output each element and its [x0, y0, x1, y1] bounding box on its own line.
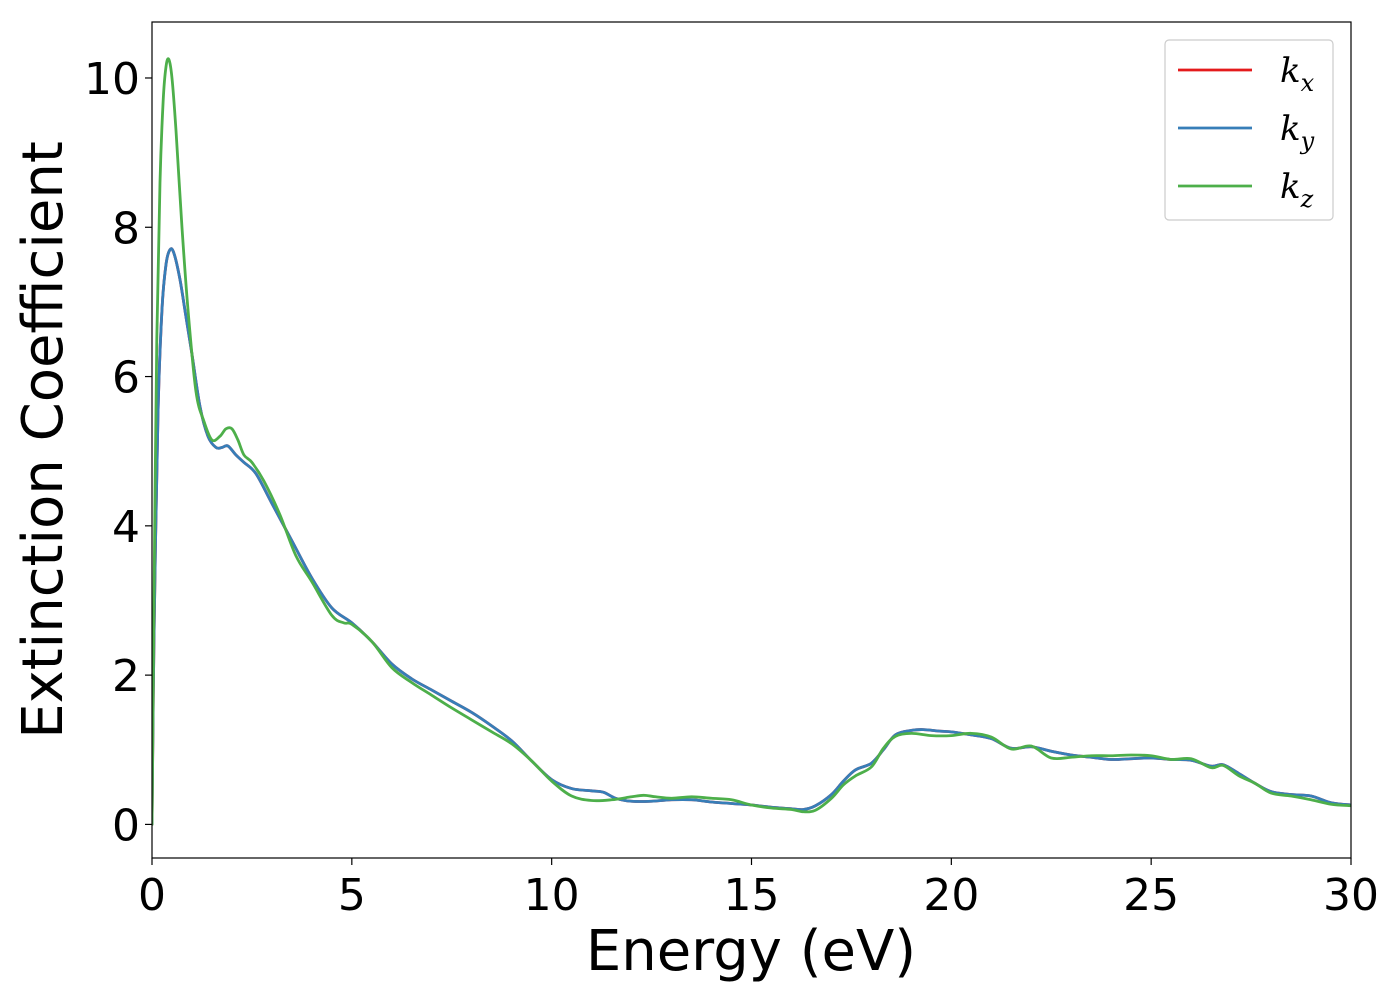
series-line-k-z — [152, 57, 1351, 826]
x-tick-label: 15 — [724, 870, 780, 921]
y-tick-label: 10 — [84, 54, 140, 105]
legend-label: ky — [1280, 109, 1315, 155]
y-tick-label: 0 — [112, 800, 140, 851]
plot-background — [152, 22, 1351, 858]
legend-label: kz — [1280, 167, 1314, 213]
x-axis: 0 5 10 15 20 25 30 — [138, 858, 1379, 921]
y-tick-label: 2 — [112, 651, 140, 702]
y-axis-label: Extinction Coefficient — [11, 141, 76, 739]
series-layer — [152, 57, 1351, 826]
x-tick-label: 5 — [338, 870, 366, 921]
x-axis-label: Energy (eV) — [586, 919, 916, 984]
legend-label-subscript: x — [1301, 69, 1315, 97]
legend-label-subscript: y — [1300, 127, 1315, 155]
y-axis: 0 2 4 6 8 10 — [84, 54, 152, 851]
legend-label-subscript: z — [1300, 185, 1314, 213]
legend-label-base: k — [1280, 167, 1301, 207]
y-tick-label: 6 — [112, 353, 140, 404]
x-tick-label: 10 — [524, 870, 580, 921]
series-line-k-y — [152, 247, 1351, 826]
legend-frame — [1164, 39, 1334, 221]
x-tick-label: 0 — [138, 870, 166, 921]
x-tick-label: 30 — [1323, 870, 1379, 921]
legend-label: kx — [1280, 51, 1315, 97]
x-tick-label: 25 — [1123, 870, 1179, 921]
y-tick-label: 4 — [112, 502, 140, 553]
legend-label-base: k — [1280, 51, 1301, 91]
plot-area — [151, 21, 1352, 859]
x-tick-label: 20 — [923, 870, 979, 921]
y-tick-label: 8 — [112, 203, 140, 254]
legend-label-base: k — [1280, 109, 1301, 149]
